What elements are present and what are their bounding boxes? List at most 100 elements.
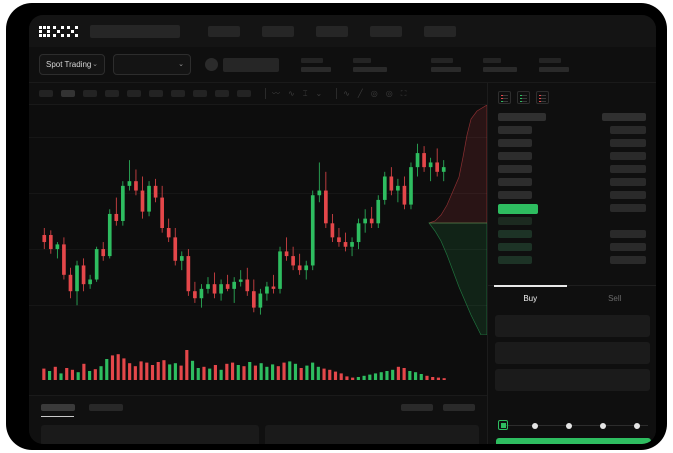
volume-svg	[42, 350, 446, 380]
gridline	[29, 137, 487, 138]
nav-item-5[interactable]	[424, 25, 456, 37]
bid-size	[610, 230, 646, 238]
stat-label	[483, 57, 501, 63]
ticker-stat-3	[431, 57, 461, 72]
candles-svg	[42, 143, 446, 315]
order-form-row-1[interactable]	[495, 315, 650, 337]
bottom-action-2[interactable]	[443, 404, 475, 411]
timeframe-4[interactable]	[127, 90, 141, 97]
place-order-button[interactable]	[496, 438, 651, 444]
stat-label	[431, 57, 453, 63]
order-form-row-3[interactable]	[495, 369, 650, 391]
timeframe-6[interactable]	[171, 90, 185, 97]
tab-sell[interactable]: Sell	[608, 294, 622, 303]
bottom-tab-2[interactable]	[89, 404, 123, 411]
order-form-row-2[interactable]	[495, 342, 650, 364]
timeframe-8[interactable]	[215, 90, 229, 97]
orderbook-ask-row[interactable]	[488, 178, 656, 187]
market-type-selector[interactable]: Spot Trading ⌄	[39, 54, 105, 75]
indicator-icon[interactable]: 〰	[272, 88, 280, 98]
nav-item-4[interactable]	[370, 25, 402, 37]
candle-type-icon[interactable]: ⌶	[302, 88, 308, 98]
bottom-card-1	[41, 425, 259, 444]
orderbook-ask-row[interactable]	[488, 139, 656, 148]
camera-icon[interactable]: ◎	[370, 88, 378, 98]
carousel-line	[504, 425, 648, 426]
ask-size	[610, 191, 646, 199]
carousel-dot-1[interactable]	[532, 422, 538, 429]
ask-price	[498, 152, 532, 160]
orderbook-bid-row[interactable]	[488, 256, 656, 265]
ask-size	[610, 152, 646, 160]
logo-glyph-k	[53, 25, 64, 37]
timeframe-9[interactable]	[237, 90, 251, 97]
orderbook-ask-row[interactable]	[488, 152, 656, 161]
last-price	[223, 57, 279, 72]
stat-value	[353, 66, 387, 72]
ask-price	[498, 165, 532, 173]
line-chart-icon[interactable]: ∿	[343, 88, 350, 98]
carousel-dot-2[interactable]	[566, 422, 572, 429]
timeframe-0[interactable]	[39, 90, 53, 97]
bid-size	[610, 217, 646, 225]
chevron-down-icon[interactable]: ⌄	[315, 88, 323, 98]
nav-item-3[interactable]	[316, 25, 348, 37]
orderbook-bid-row[interactable]	[488, 217, 656, 226]
bid-price	[498, 230, 532, 238]
ticker-stat-2	[353, 57, 387, 72]
okx-logo[interactable]	[39, 25, 78, 37]
nav-item-2[interactable]	[262, 25, 294, 37]
gridline	[29, 249, 487, 250]
gridline	[29, 305, 487, 306]
orderbook-bid-row[interactable]	[488, 243, 656, 252]
measure-icon[interactable]: ╱	[357, 88, 363, 98]
candlestick-chart[interactable]	[29, 105, 487, 395]
stat-value	[431, 66, 461, 72]
orderbook-mode-bids[interactable]	[517, 91, 530, 104]
ask-size	[610, 178, 646, 186]
orderbook-spread-row	[488, 204, 656, 214]
bottom-card-2	[265, 425, 479, 444]
active-tab-underline	[41, 416, 74, 417]
timeframe-2[interactable]	[83, 90, 97, 97]
orderbook-ask-row[interactable]	[488, 126, 656, 135]
trade-side-tabs: Buy Sell	[488, 285, 656, 311]
settings-icon[interactable]: ◎	[385, 88, 393, 98]
toolbar-divider	[265, 88, 266, 99]
timeframe-1[interactable]	[61, 90, 75, 97]
timeframe-5[interactable]	[149, 90, 163, 97]
bottom-actions	[401, 404, 475, 411]
page-title	[90, 24, 180, 38]
bottom-panel	[29, 395, 487, 444]
orderbook-size-header	[602, 113, 646, 121]
pair-selector[interactable]: ⌄	[113, 54, 191, 75]
gridline	[29, 193, 487, 194]
carousel-dot-0-active[interactable]	[498, 420, 508, 430]
tab-buy[interactable]: Buy	[488, 285, 573, 311]
orderbook-panel: Buy Sell	[487, 83, 656, 444]
orderbook-mode-both[interactable]	[498, 91, 511, 104]
orderbook-price-header	[498, 113, 546, 121]
toolbar-divider	[336, 88, 338, 99]
bottom-tab-1[interactable]	[41, 404, 75, 411]
timeframe-3[interactable]	[105, 90, 119, 97]
orderbook-ask-row[interactable]	[488, 191, 656, 200]
order-form	[488, 315, 656, 396]
carousel-dot-4[interactable]	[634, 422, 640, 429]
bottom-action-1[interactable]	[401, 404, 433, 411]
orderbook-ask-row[interactable]	[488, 165, 656, 174]
carousel-dot-3[interactable]	[600, 422, 606, 429]
fullscreen-icon[interactable]: ⛶	[400, 88, 407, 98]
ask-price	[498, 139, 532, 147]
device-screen: Spot Trading ⌄ ⌄	[29, 15, 656, 444]
nav-item-1[interactable]	[208, 25, 240, 37]
orderbook-bid-row[interactable]	[488, 230, 656, 239]
ticker-stat-4	[483, 57, 517, 72]
orderbook-mode-asks[interactable]	[536, 91, 549, 104]
timeframe-7[interactable]	[193, 90, 207, 97]
bid-size	[610, 243, 646, 251]
compare-icon[interactable]: ∿	[288, 88, 295, 98]
ask-size	[610, 139, 646, 147]
stat-label	[353, 57, 371, 63]
